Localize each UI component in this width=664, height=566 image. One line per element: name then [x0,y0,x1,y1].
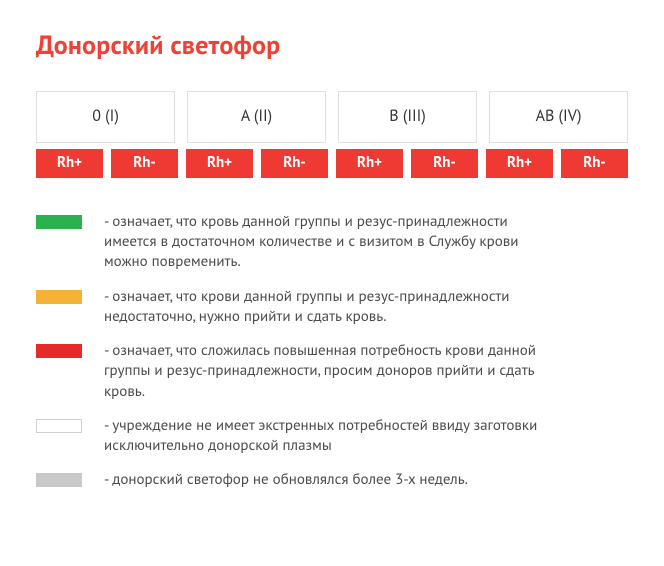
blood-group-cell: A (II) [187,91,326,143]
legend-item: - учреждение не имеет экстренных потребн… [36,416,556,457]
rh-badge: Rh- [111,149,178,178]
rh-row: Rh+ Rh- Rh+ Rh- Rh+ Rh- Rh+ Rh- [36,149,628,178]
rh-badge: Rh+ [36,149,103,178]
rh-badge: Rh+ [486,149,553,178]
rh-badge-label: Rh- [283,153,306,172]
legend-swatch [36,473,82,487]
rh-badge-label: Rh- [583,153,606,172]
rh-badge: Rh+ [336,149,403,178]
blood-groups-row: 0 (I) A (II) B (III) AB (IV) [36,91,628,143]
page-title: Донорский светофор [36,28,628,63]
legend-text: - означает, что кровь данной группы и ре… [104,212,556,273]
legend-swatch [36,419,82,433]
blood-group-cell: AB (IV) [489,91,628,143]
blood-group-label: AB (IV) [536,106,582,126]
blood-group-cell: 0 (I) [36,91,175,143]
legend-item: - означает, что крови данной группы и ре… [36,287,556,328]
legend-item: - донорский светофор не обновлялся более… [36,470,556,490]
legend-swatch [36,215,82,229]
legend-swatch [36,344,82,358]
blood-group-label: B (III) [389,106,426,126]
legend-swatch [36,290,82,304]
rh-badge: Rh- [561,149,628,178]
rh-badge-label: Rh+ [57,153,82,172]
blood-group-label: 0 (I) [92,106,119,126]
blood-group-label: A (II) [241,106,272,126]
rh-badge-label: Rh+ [357,153,382,172]
rh-badge-label: Rh- [433,153,456,172]
rh-badge: Rh+ [186,149,253,178]
rh-badge-label: Rh+ [507,153,532,172]
legend-text: - означает, что крови данной группы и ре… [104,287,556,328]
legend-text: - донорский светофор не обновлялся более… [104,470,556,490]
rh-badge: Rh- [261,149,328,178]
rh-badge-label: Rh+ [207,153,232,172]
legend: - означает, что кровь данной группы и ре… [36,212,556,491]
legend-item: - означает, что кровь данной группы и ре… [36,212,556,273]
legend-text: - учреждение не имеет экстренных потребн… [104,416,556,457]
legend-text: - означает, что сложилась повышенная пот… [104,341,556,402]
rh-badge-label: Rh- [133,153,156,172]
blood-group-cell: B (III) [338,91,477,143]
rh-badge: Rh- [411,149,478,178]
legend-item: - означает, что сложилась повышенная пот… [36,341,556,402]
